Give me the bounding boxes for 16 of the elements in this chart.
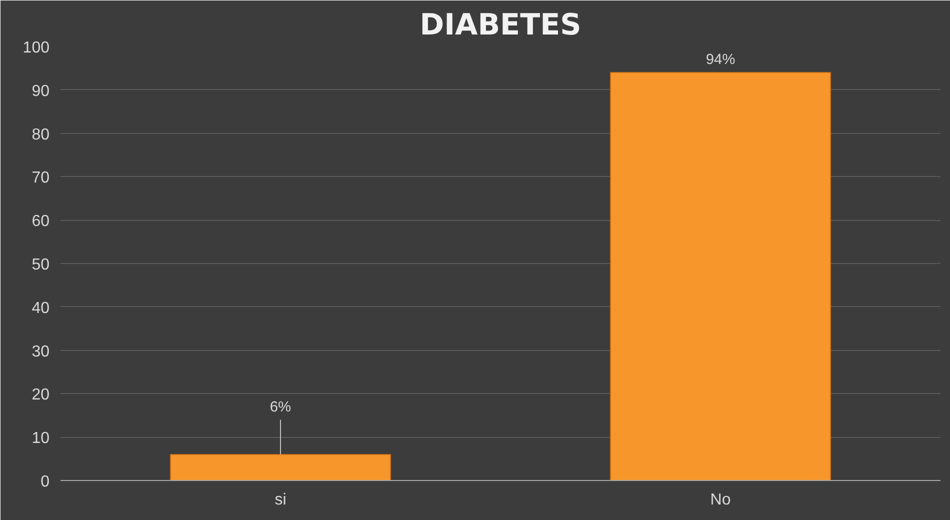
y-tick-label: 60	[32, 213, 50, 230]
y-tick-label: 50	[32, 256, 50, 274]
y-tick-label: 100	[22, 40, 50, 56]
y-tick-label: 10	[32, 430, 50, 448]
data-label: 6%	[270, 399, 292, 416]
data-label: 94%	[706, 52, 736, 68]
x-tick-label: No	[710, 492, 731, 508]
chart-title: DIABETES	[420, 8, 582, 42]
x-tick-label: si	[274, 492, 286, 508]
y-tick-label: 70	[32, 170, 50, 187]
y-tick-label: 30	[32, 343, 50, 360]
y-tick-label: 0	[40, 474, 50, 490]
y-tick-label: 80	[32, 126, 50, 144]
y-tick-label: 20	[32, 386, 50, 404]
y-tick-label: 90	[32, 82, 50, 100]
y-tick-label: 40	[32, 300, 50, 317]
